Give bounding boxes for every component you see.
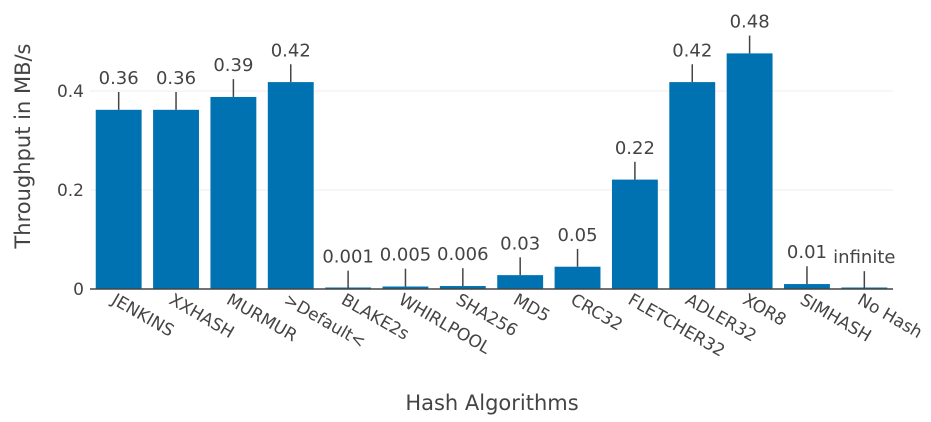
x-tick-labels: JENKINSXXHASHMURMUR>Default<BLAKE2sWHIRL… — [107, 290, 925, 362]
bar — [439, 286, 486, 289]
data-label: 0.006 — [437, 244, 489, 265]
bar — [497, 275, 544, 289]
data-label: infinite — [833, 247, 895, 268]
bar — [153, 109, 199, 289]
bars — [95, 53, 888, 289]
y-tick-labels: 0 0.2 0.4 — [57, 82, 84, 300]
y-tick-label: 0.4 — [57, 82, 84, 102]
data-label: 0.22 — [615, 138, 655, 159]
bar — [669, 82, 716, 289]
data-label: 0.42 — [271, 40, 311, 61]
data-label: 0.36 — [99, 68, 139, 89]
bar — [726, 53, 773, 289]
bar — [611, 179, 658, 289]
data-label: 0.39 — [213, 55, 253, 76]
bar — [267, 82, 314, 289]
x-tick-label: XXHASH — [166, 290, 238, 343]
data-label: 0.01 — [787, 242, 827, 263]
data-label: 0.001 — [322, 247, 374, 268]
x-axis-title: Hash Algorithms — [405, 391, 578, 415]
bar — [554, 266, 601, 289]
data-label: 0.05 — [557, 225, 597, 246]
data-labels: 0.36 0.36 0.39 0.42 0.001 0.005 0.006 0.03 0.05 0… — [99, 12, 896, 269]
data-label: 0.36 — [156, 68, 196, 89]
x-tick-label: CRC32 — [567, 290, 626, 335]
data-label: 0.48 — [730, 12, 770, 33]
x-tick-label: JENKINS — [107, 290, 177, 342]
bar — [382, 286, 429, 289]
data-label: 0.03 — [500, 233, 540, 254]
bar — [784, 284, 830, 289]
y-tick-label: 0.2 — [57, 181, 84, 201]
data-label: 0.005 — [380, 245, 432, 266]
data-label: 0.42 — [672, 40, 712, 61]
bar — [95, 109, 142, 289]
error-bars — [117, 35, 866, 289]
bar — [210, 96, 257, 289]
y-tick-label: 0 — [73, 280, 84, 300]
x-tick-label: FLETCHER32 — [624, 290, 728, 361]
y-axis-title: Throughput in MB/s — [11, 43, 35, 249]
